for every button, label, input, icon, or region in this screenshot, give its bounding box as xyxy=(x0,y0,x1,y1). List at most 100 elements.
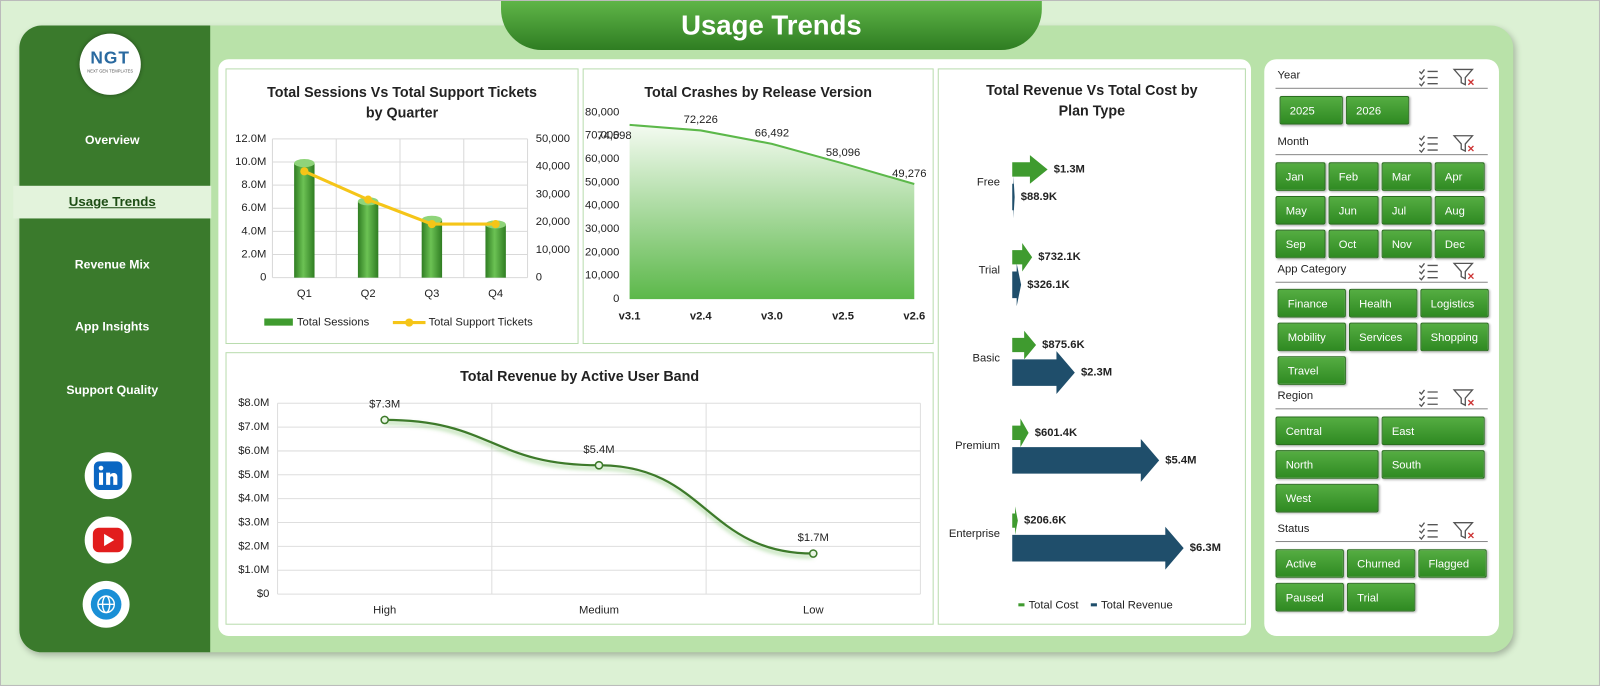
data-label: $2.3M xyxy=(1081,367,1112,379)
y2-tick-label: 10,000 xyxy=(536,244,570,256)
slicer-button[interactable]: Mobility xyxy=(1277,322,1346,352)
y-tick-label: 10,000 xyxy=(585,270,619,282)
data-label: 58,096 xyxy=(826,147,860,159)
line-marker xyxy=(380,415,390,425)
slicer-button[interactable]: Oct xyxy=(1328,229,1379,259)
slicer-button[interactable]: Sep xyxy=(1275,229,1326,259)
x-tick-label: Q2 xyxy=(361,288,376,300)
slicer-button[interactable]: Churned xyxy=(1346,549,1416,578)
data-label: 74,598 xyxy=(597,130,631,142)
slicer-button[interactable]: Dec xyxy=(1434,229,1485,259)
data-label: 72,226 xyxy=(684,114,718,126)
line-marker xyxy=(594,460,604,470)
slicer-button[interactable]: Aug xyxy=(1434,195,1485,225)
slicer-button[interactable]: Services xyxy=(1348,322,1418,352)
slicer-button[interactable]: Central xyxy=(1275,416,1379,446)
y-tick-label: $4.0M xyxy=(238,493,269,505)
social-icons xyxy=(82,452,132,628)
slicer-button[interactable]: North xyxy=(1275,450,1379,479)
legend-label: Total Cost xyxy=(1029,599,1080,611)
y-tick-label: $0 xyxy=(257,588,269,600)
slicer-icons[interactable] xyxy=(1417,387,1478,408)
nav-item[interactable]: Support Quality xyxy=(66,382,159,398)
slicer-button[interactable]: Apr xyxy=(1434,162,1485,191)
legend-label: Total Support Tickets xyxy=(429,317,534,329)
slicer-button[interactable]: Mar xyxy=(1381,162,1432,191)
y-tick-label: 40,000 xyxy=(585,200,619,212)
slicer-button[interactable]: 2026 xyxy=(1345,95,1410,125)
slicer-button[interactable]: Feb xyxy=(1328,162,1379,191)
slicer-button[interactable]: May xyxy=(1275,195,1326,225)
slicer-button[interactable]: Logistics xyxy=(1420,288,1489,318)
slicer-button[interactable]: Jun xyxy=(1328,195,1379,225)
nav-item[interactable]: Usage Trends xyxy=(13,185,212,219)
data-label: $732.1K xyxy=(1038,251,1080,263)
slicer-button[interactable]: Active xyxy=(1275,549,1344,578)
bar xyxy=(1012,506,1018,535)
nav-item[interactable]: Revenue Mix xyxy=(74,257,150,272)
slicer-button[interactable]: Travel xyxy=(1277,356,1346,385)
web-glyph xyxy=(97,595,115,614)
legend-swatch xyxy=(264,318,293,326)
nav-item[interactable]: App Insights xyxy=(75,319,150,334)
slicer-button[interactable]: Shopping xyxy=(1420,322,1489,352)
slicer-button[interactable]: West xyxy=(1275,483,1379,513)
slicer-icons[interactable] xyxy=(1417,520,1478,540)
bar xyxy=(1012,242,1033,272)
slicer-button[interactable]: South xyxy=(1381,450,1485,479)
nav-item[interactable]: Overview xyxy=(85,132,140,147)
y-tick-label: 12.0M xyxy=(235,133,266,145)
slicer-button[interactable]: East xyxy=(1381,416,1485,446)
slicer-button[interactable]: Finance xyxy=(1277,288,1346,318)
slicer-button[interactable]: Trial xyxy=(1346,582,1416,612)
y-tick-label: $2.0M xyxy=(238,540,269,552)
line-marker xyxy=(808,549,818,558)
y-tick-label: 30,000 xyxy=(585,223,619,235)
bar-cap xyxy=(294,159,315,168)
slicer-button[interactable]: Paused xyxy=(1275,582,1344,612)
y-tick-label: Premium xyxy=(955,440,1000,452)
slicer-button[interactable]: 2025 xyxy=(1279,95,1343,125)
legend-swatch xyxy=(1090,603,1097,607)
y2-tick-label: 30,000 xyxy=(536,188,570,200)
slicer-title: Year xyxy=(1277,69,1301,82)
slicer-icons[interactable] xyxy=(1417,260,1478,281)
bar xyxy=(357,201,379,278)
y-tick-label: $6.0M xyxy=(238,445,269,457)
line-marker xyxy=(427,219,436,229)
slicer-button[interactable]: Health xyxy=(1348,288,1418,318)
x-tick-label: v3.1 xyxy=(619,310,641,322)
y2-tick-label: 40,000 xyxy=(536,161,570,173)
chart: 0 2.0M 4.0M 6.0M 8.0M 10.0M 12.0M 0 10,000 20,000… xyxy=(235,133,570,329)
data-label: $88.9K xyxy=(1021,191,1057,203)
slicer-button[interactable]: Nov xyxy=(1381,229,1432,259)
slicer-separator xyxy=(1275,408,1488,410)
chart-title: Total Crashes by Release Version xyxy=(644,83,872,101)
slicer-button[interactable]: Flagged xyxy=(1418,549,1487,578)
slicer-icons[interactable] xyxy=(1417,133,1478,154)
bar xyxy=(294,163,315,278)
slicer-button[interactable]: Jan xyxy=(1275,162,1326,191)
youtube-glyph xyxy=(104,533,115,547)
slicer-icons[interactable] xyxy=(1417,66,1478,87)
y-tick-label: 6.0M xyxy=(241,202,266,214)
y-tick-label: 50,000 xyxy=(585,176,619,188)
bar xyxy=(1012,263,1022,307)
y-tick-label: $5.0M xyxy=(238,469,269,481)
chart-card: Total Revenue Vs Total Cost by Plan Type… xyxy=(937,68,1246,625)
legend-swatch xyxy=(1018,603,1025,607)
y-tick-label: $1.0M xyxy=(238,564,269,576)
data-label: $206.6K xyxy=(1024,515,1066,527)
bar xyxy=(1012,330,1037,360)
x-tick-label: High xyxy=(373,604,396,616)
logo: NGT NEXT GEN TEMPLATES xyxy=(79,33,141,95)
y-tick-label: $8.0M xyxy=(238,397,269,409)
x-tick-label: v2.5 xyxy=(832,310,854,322)
legend-label: Total Sessions xyxy=(297,317,370,329)
slicer-separator xyxy=(1275,87,1488,89)
slicer-separator xyxy=(1275,541,1488,543)
slicer-panel: Year 2025 2026 Month Jan Feb Mar Apr May Jun Jul Au… xyxy=(1264,59,1499,636)
linkedin-glyph xyxy=(98,465,104,471)
slicer-button[interactable]: Jul xyxy=(1381,195,1432,225)
